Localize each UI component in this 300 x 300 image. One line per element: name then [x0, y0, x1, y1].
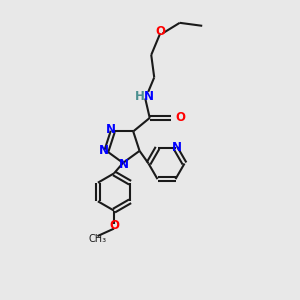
Text: O: O	[109, 219, 119, 232]
Text: CH₃: CH₃	[88, 234, 106, 244]
Text: O: O	[155, 25, 165, 38]
Text: H: H	[135, 89, 145, 103]
Text: N: N	[144, 89, 154, 103]
Text: N: N	[118, 158, 129, 171]
Text: N: N	[172, 141, 182, 154]
Text: N: N	[106, 123, 116, 136]
Text: O: O	[175, 111, 185, 124]
Text: N: N	[98, 144, 109, 158]
